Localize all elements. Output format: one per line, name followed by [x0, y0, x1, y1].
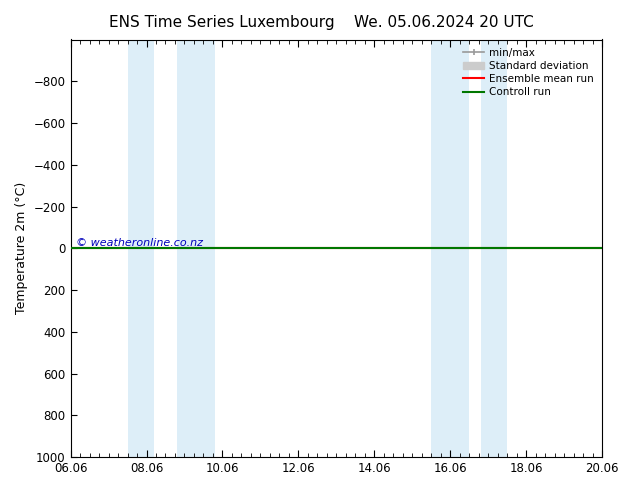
- Text: We. 05.06.2024 20 UTC: We. 05.06.2024 20 UTC: [354, 15, 534, 30]
- Bar: [481, 40, 507, 457]
- Text: © weatheronline.co.nz: © weatheronline.co.nz: [76, 238, 203, 248]
- Text: ENS Time Series Luxembourg: ENS Time Series Luxembourg: [109, 15, 335, 30]
- Bar: [177, 40, 215, 457]
- Y-axis label: Temperature 2m (°C): Temperature 2m (°C): [15, 182, 28, 315]
- Bar: [127, 40, 154, 457]
- Legend: min/max, Standard deviation, Ensemble mean run, Controll run: min/max, Standard deviation, Ensemble me…: [460, 45, 597, 100]
- Bar: [431, 40, 469, 457]
